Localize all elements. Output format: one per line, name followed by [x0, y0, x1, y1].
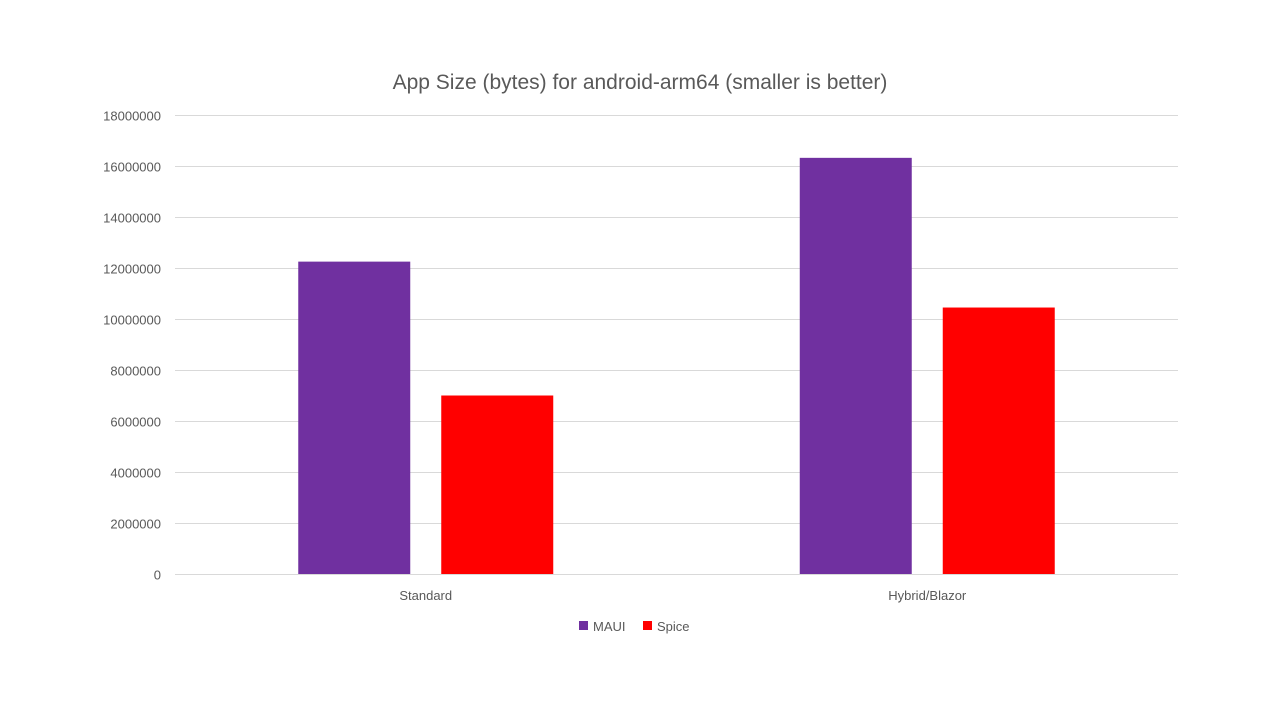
y-tick-label: 18000000 [103, 109, 161, 124]
y-axis-tick-labels: 0 2000000 4000000 6000000 8000000 10000000 120… [103, 109, 161, 583]
bars [298, 157, 1055, 574]
x-category-label: Standard [399, 588, 452, 603]
x-category-label: Hybrid/Blazor [888, 588, 967, 603]
bar-spice-hybrid-blazor [942, 307, 1055, 574]
legend-label-maui: MAUI [593, 619, 626, 634]
legend-swatch-spice [643, 621, 652, 630]
legend-swatch-maui [579, 621, 588, 630]
y-tick-label: 14000000 [103, 211, 161, 226]
y-tick-label: 16000000 [103, 160, 161, 175]
chart-title: App Size (bytes) for android-arm64 (smal… [393, 71, 888, 94]
bar-maui-hybrid-blazor [799, 157, 912, 574]
y-tick-label: 0 [154, 568, 161, 583]
y-tick-label: 10000000 [103, 313, 161, 328]
y-tick-label: 2000000 [110, 517, 161, 532]
legend-label-spice: Spice [657, 619, 690, 634]
y-tick-label: 12000000 [103, 262, 161, 277]
x-axis-category-labels: Standard Hybrid/Blazor [399, 588, 967, 603]
bar-maui-standard [298, 261, 411, 574]
y-tick-label: 6000000 [110, 415, 161, 430]
legend: MAUI Spice [579, 619, 690, 634]
y-tick-label: 4000000 [110, 466, 161, 481]
bar-spice-standard [441, 395, 554, 574]
y-tick-label: 8000000 [110, 364, 161, 379]
